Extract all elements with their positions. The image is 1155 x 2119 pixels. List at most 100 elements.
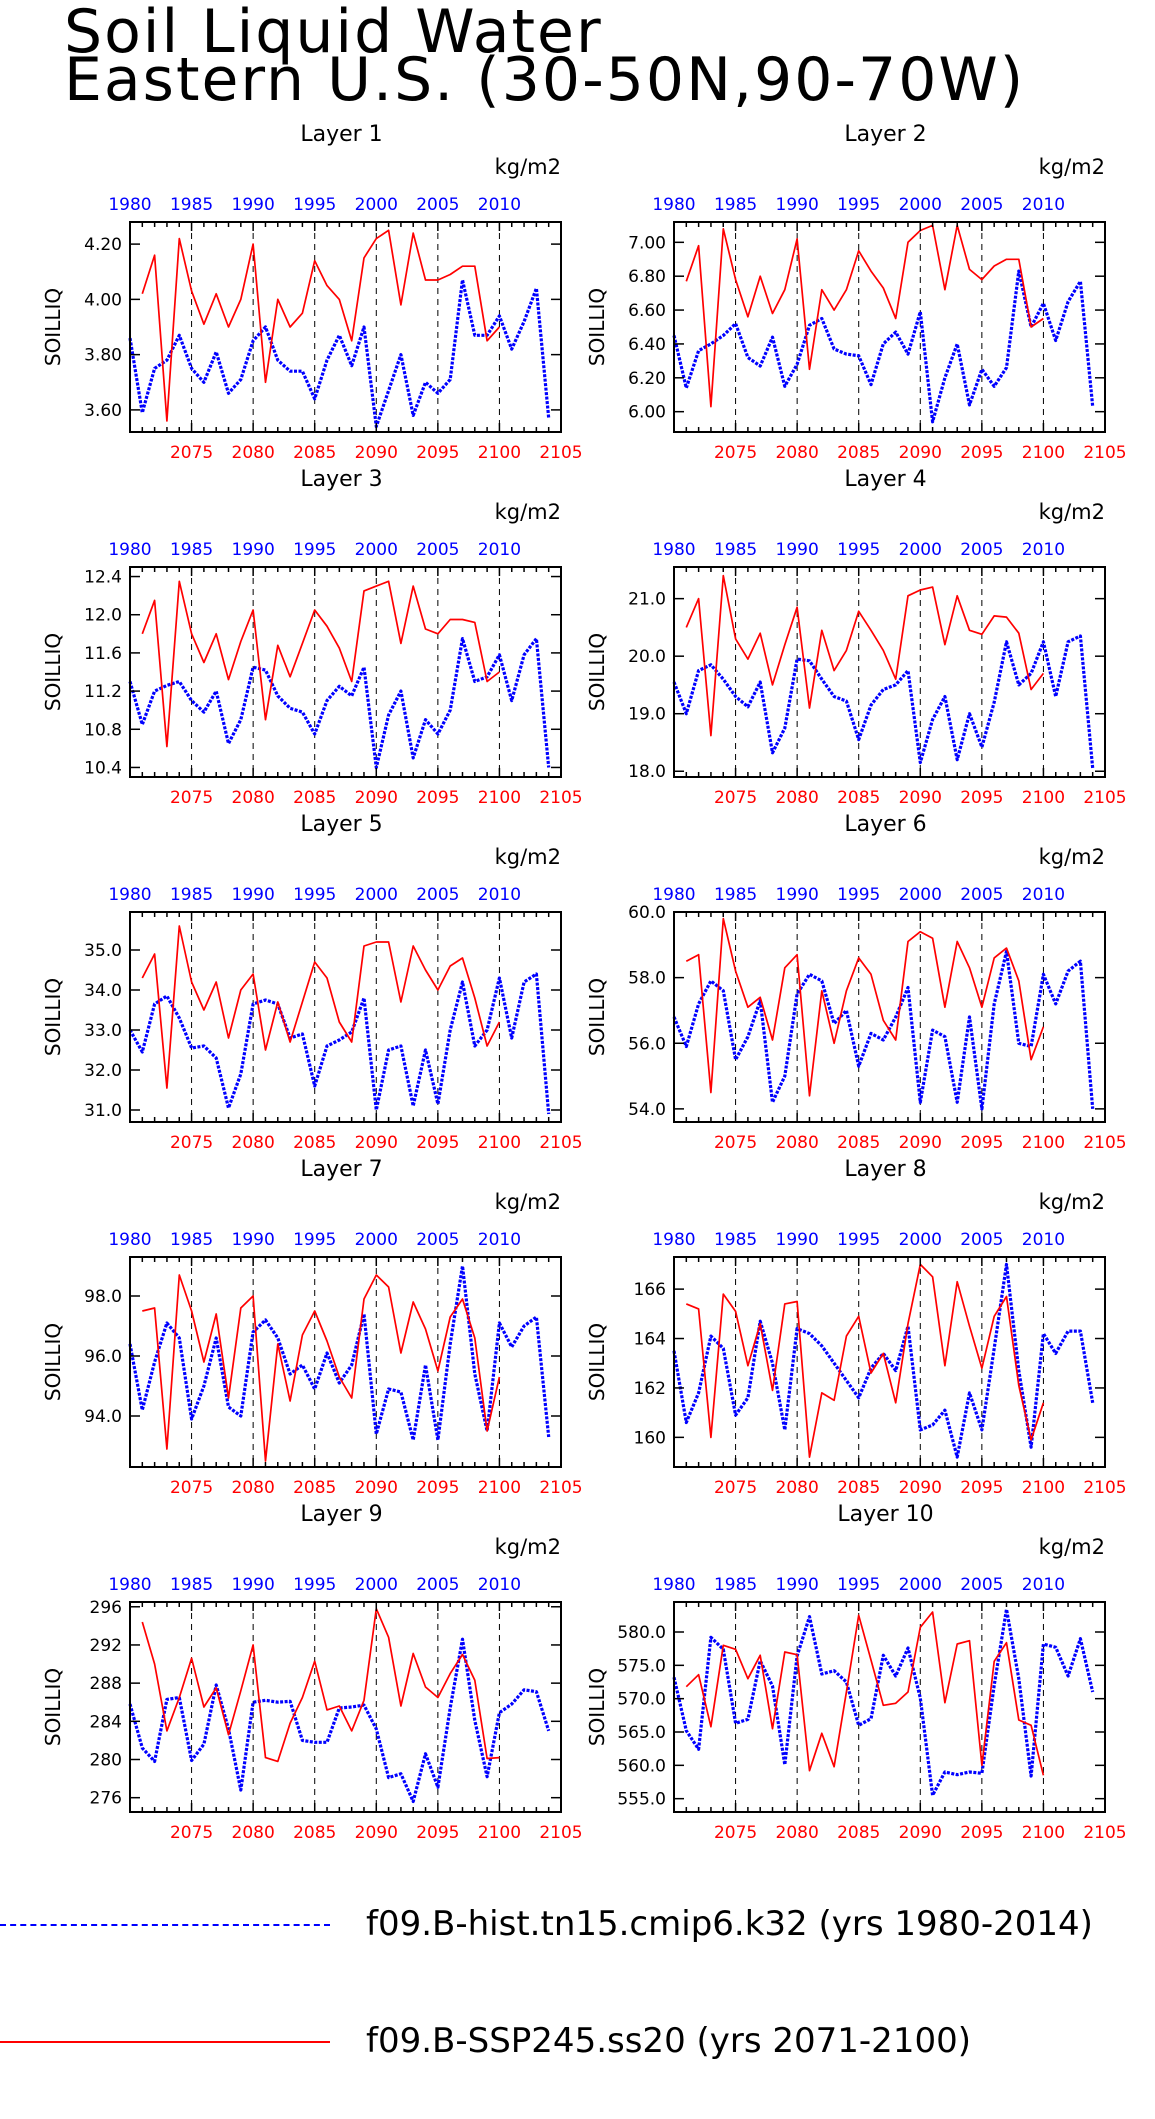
- x-tick-label-top: 1980: [652, 1230, 695, 1250]
- y-tick-label: 560.0: [617, 1756, 666, 1776]
- y-tick-label: 6.00: [628, 403, 666, 423]
- units-label: kg/m2: [495, 500, 561, 524]
- x-tick-label-bottom: 2090: [355, 788, 398, 808]
- x-tick-label-top: 2000: [899, 195, 942, 215]
- x-tick-label-top: 2010: [1022, 195, 1065, 215]
- x-tick-label-top: 2000: [899, 1230, 942, 1250]
- x-tick-label-bottom: 2080: [232, 1478, 275, 1498]
- x-tick-label-bottom: 2085: [837, 788, 880, 808]
- y-tick-label: 11.2: [84, 682, 122, 702]
- panel-title: Layer 3: [300, 467, 382, 492]
- x-tick-label-bottom: 2085: [837, 1133, 880, 1153]
- x-tick-label-bottom: 2100: [1022, 788, 1065, 808]
- y-tick-label: 575.0: [617, 1656, 666, 1676]
- y-tick-label: 12.4: [84, 568, 122, 588]
- series-line-future: [141, 229, 501, 422]
- series-line-historical: [672, 1262, 1095, 1459]
- x-tick-label-bottom: 2105: [539, 1478, 582, 1498]
- series-line-future: [141, 925, 501, 1089]
- series-line-historical: [128, 278, 551, 429]
- units-label: kg/m2: [1039, 155, 1105, 179]
- chart-subtitle: Eastern U.S. (30-50N,90-70W): [64, 45, 1026, 115]
- y-tick-label: 288: [90, 1674, 122, 1694]
- x-tick-label-top: 1990: [776, 1230, 819, 1250]
- legend-label-historical: f09.B-hist.tn15.cmip6.k32 (yrs 1980-2014…: [366, 1904, 1093, 1944]
- plot-frame: [673, 566, 1106, 778]
- x-tick-label-top: 1990: [232, 195, 275, 215]
- x-tick-label-top: 1980: [652, 885, 695, 905]
- y-axis-label: SOILLIQ: [41, 1323, 65, 1401]
- plot-frame: [673, 221, 1106, 433]
- x-tick-label-top: 2005: [416, 195, 459, 215]
- y-tick-label: 98.0: [84, 1287, 122, 1307]
- x-tick-label-bottom: 2080: [232, 1133, 275, 1153]
- y-tick-label: 94.0: [84, 1407, 122, 1427]
- y-tick-label: 34.0: [84, 981, 122, 1001]
- y-axis-label: SOILLIQ: [585, 633, 609, 711]
- plot-frame: [673, 1256, 1106, 1468]
- series-line-historical: [128, 972, 551, 1115]
- x-tick-label-top: 1980: [108, 195, 151, 215]
- x-tick-label-bottom: 2090: [899, 443, 942, 463]
- series-line-future: [141, 580, 500, 748]
- x-tick-label-bottom: 2100: [1022, 1823, 1065, 1843]
- x-tick-label-top: 1980: [108, 540, 151, 560]
- panel-layer-2: Layer 2 kg/m2 2075 2080 2085 2090 2095 2100 2105…: [585, 122, 1127, 463]
- x-tick-label-bottom: 2095: [416, 1478, 459, 1498]
- panel-layer-7: Layer 7 kg/m2 2075 2080 2085 2090 2095 2100 2105…: [41, 1157, 583, 1498]
- x-tick-label-bottom: 2090: [355, 1478, 398, 1498]
- x-tick-label-top: 2005: [960, 1230, 1003, 1250]
- x-tick-label-top: 2000: [355, 885, 398, 905]
- x-tick-label-bottom: 2085: [293, 1823, 336, 1843]
- x-tick-label-top: 1990: [232, 1230, 275, 1250]
- x-tick-label-top: 2010: [1022, 540, 1065, 560]
- x-tick-label-top: 2005: [960, 540, 1003, 560]
- units-label: kg/m2: [1039, 845, 1105, 869]
- x-tick-label-top: 2010: [1022, 1230, 1065, 1250]
- panel-layer-6: Layer 6 kg/m2 2075 2080 2085 2090 2095 2100 2105…: [585, 812, 1127, 1153]
- x-tick-label-bottom: 2085: [837, 1478, 880, 1498]
- y-tick-label: 21.0: [628, 590, 666, 610]
- y-tick-label: 280: [90, 1751, 122, 1771]
- plot-frame: [129, 1601, 562, 1813]
- x-tick-label-bottom: 2075: [714, 443, 757, 463]
- x-tick-label-bottom: 2080: [776, 788, 819, 808]
- units-label: kg/m2: [495, 1535, 561, 1559]
- y-tick-label: 3.60: [84, 401, 122, 421]
- units-label: kg/m2: [1039, 500, 1105, 524]
- panel-title: Layer 9: [300, 1502, 382, 1527]
- y-axis-label: SOILLIQ: [41, 288, 65, 366]
- legend: f09.B-hist.tn15.cmip6.k32 (yrs 1980-2014…: [0, 1900, 1155, 2119]
- x-tick-label-top: 1990: [232, 885, 275, 905]
- x-tick-label-top: 2010: [1022, 1575, 1065, 1595]
- x-tick-label-bottom: 2100: [478, 1478, 521, 1498]
- x-tick-label-top: 2005: [416, 1230, 459, 1250]
- plot-frame: [129, 566, 562, 778]
- x-tick-label-bottom: 2095: [416, 1823, 459, 1843]
- x-tick-label-bottom: 2100: [1022, 443, 1065, 463]
- y-tick-label: 162: [634, 1379, 666, 1399]
- legend-swatch-future: [0, 2041, 330, 2043]
- x-tick-label-top: 2005: [416, 885, 459, 905]
- x-tick-label-top: 1995: [293, 885, 336, 905]
- y-tick-label: 54.0: [628, 1100, 666, 1120]
- x-tick-label-top: 2000: [355, 1230, 398, 1250]
- x-tick-label-top: 1985: [714, 1575, 757, 1595]
- x-tick-label-top: 2010: [478, 1230, 521, 1250]
- x-tick-label-bottom: 2075: [170, 1823, 213, 1843]
- y-tick-label: 276: [90, 1789, 122, 1809]
- x-tick-label-top: 1985: [170, 540, 213, 560]
- legend-entry-historical: f09.B-hist.tn15.cmip6.k32 (yrs 1980-2014…: [0, 1900, 1155, 1950]
- series-line-future: [685, 574, 1045, 737]
- panel-title: Layer 7: [300, 1157, 382, 1182]
- x-tick-label-bottom: 2090: [899, 1133, 942, 1153]
- series-line-historical: [672, 1607, 1095, 1797]
- panel-layer-5: Layer 5 kg/m2 2075 2080 2085 2090 2095 2100 2105…: [41, 812, 583, 1153]
- units-label: kg/m2: [495, 155, 561, 179]
- x-tick-label-top: 1985: [714, 195, 757, 215]
- x-tick-label-top: 1995: [293, 1230, 336, 1250]
- x-tick-label-bottom: 2075: [714, 1478, 757, 1498]
- y-axis-label: SOILLIQ: [585, 1668, 609, 1746]
- x-tick-label-bottom: 2095: [960, 788, 1003, 808]
- y-tick-label: 6.40: [628, 335, 666, 355]
